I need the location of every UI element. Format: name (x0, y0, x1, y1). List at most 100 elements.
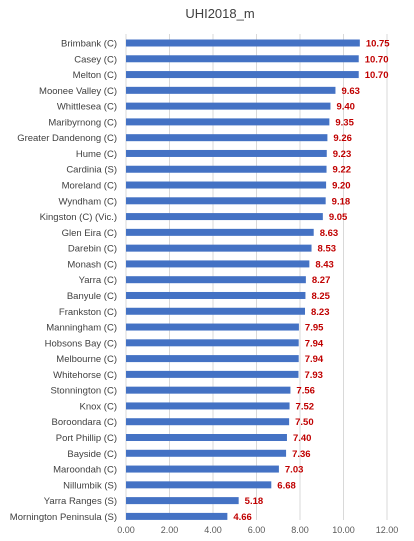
data-label: 6.68 (277, 480, 296, 491)
category-label: Hume (C) (76, 149, 117, 160)
category-label: Melbourne (C) (56, 354, 117, 365)
x-tick-label: 2.00 (161, 525, 179, 535)
data-label: 9.23 (333, 149, 352, 160)
bar (126, 39, 360, 47)
data-label: 8.53 (318, 244, 337, 255)
data-label: 9.35 (335, 117, 354, 128)
bar (126, 118, 330, 126)
category-label: Greater Dandenong (C) (17, 133, 117, 144)
data-label: 7.56 (296, 386, 315, 397)
bar (126, 244, 312, 252)
category-label: Casey (C) (74, 54, 117, 65)
category-label: Moreland (C) (62, 181, 117, 192)
bar (126, 55, 359, 63)
bar (126, 260, 310, 268)
data-label: 8.63 (320, 228, 339, 239)
data-label: 9.18 (332, 196, 351, 207)
bar (126, 181, 327, 189)
category-label: Manningham (C) (46, 323, 117, 334)
bar (126, 497, 239, 505)
data-label: 7.36 (292, 449, 311, 460)
category-label: Darebin (C) (68, 244, 117, 255)
data-label: 8.43 (315, 259, 334, 270)
category-label: Hobsons Bay (C) (45, 338, 117, 349)
data-label: 9.26 (333, 133, 352, 144)
category-label: Glen Eira (C) (62, 228, 117, 239)
category-label: Mornington Peninsula (S) (10, 512, 117, 523)
bar (126, 291, 306, 299)
category-label: Melton (C) (73, 70, 117, 81)
bars (126, 39, 360, 520)
category-label: Kingston (C) (Vic.) (40, 212, 117, 223)
category-label: Moonee Valley (C) (39, 86, 117, 97)
x-axis-tick-labels: 0.00 2.00 4.00 6.00 8.00 10.00 12.00 (117, 525, 398, 535)
data-label: 9.63 (341, 86, 360, 97)
category-label: Brimbank (C) (61, 39, 117, 50)
bar (126, 102, 331, 110)
category-label: Frankston (C) (59, 307, 117, 318)
category-label: Wyndham (C) (58, 196, 117, 207)
category-label: Knox (C) (80, 401, 117, 412)
bar (126, 307, 306, 315)
bar (126, 71, 359, 79)
data-label: 7.95 (305, 323, 324, 334)
bar (126, 402, 290, 410)
data-label: 7.52 (296, 401, 315, 412)
data-label: 5.18 (245, 496, 263, 507)
category-label: Port Phillip (C) (56, 433, 117, 444)
category-label: Cardinia (S) (66, 165, 117, 176)
bar (126, 149, 327, 157)
x-tick-label: 4.00 (204, 525, 222, 535)
bar (126, 165, 327, 173)
data-label: 9.40 (336, 102, 355, 113)
bar (126, 86, 336, 94)
data-label: 9.22 (333, 165, 352, 176)
x-tick-label: 10.00 (332, 525, 355, 535)
x-tick-label: 12.00 (376, 525, 399, 535)
data-label: 7.94 (305, 354, 324, 365)
bar (126, 449, 287, 457)
bar (126, 370, 299, 378)
bar (126, 134, 328, 142)
data-label: 7.03 (285, 465, 304, 476)
category-label: Maribyrnong (C) (48, 117, 117, 128)
data-label: 7.50 (295, 417, 314, 428)
data-label: 8.23 (311, 307, 330, 318)
bar (126, 465, 279, 473)
data-label: 10.75 (366, 39, 390, 50)
category-label: Whittlesea (C) (57, 102, 117, 113)
x-tick-label: 0.00 (117, 525, 135, 535)
x-tick-label: 8.00 (291, 525, 309, 535)
bar (126, 276, 306, 284)
category-label: Stonnington (C) (50, 386, 117, 397)
bar (126, 434, 287, 441)
category-label: Banyule (C) (67, 291, 117, 302)
bar (126, 323, 299, 331)
data-label: 9.20 (332, 181, 351, 192)
data-label: 8.25 (311, 291, 330, 302)
bar (126, 418, 290, 426)
bar (126, 339, 299, 347)
bar (126, 197, 326, 205)
category-label: Boroondara (C) (52, 417, 117, 428)
category-label: Nillumbik (S) (63, 480, 117, 491)
data-label: 8.27 (312, 275, 331, 286)
bar (126, 386, 291, 394)
data-label: 7.40 (293, 433, 312, 444)
value-labels: 10.75 10.70 10.70 9.63 9.40 9.35 9.26 9.23 9.22 9… (233, 39, 390, 523)
category-label: Yarra Ranges (S) (44, 496, 117, 507)
category-label: Monash (C) (67, 259, 117, 270)
x-tick-label: 6.00 (248, 525, 266, 535)
bar (126, 228, 314, 236)
bar (126, 481, 272, 489)
category-label: Yarra (C) (79, 275, 117, 286)
category-label: Maroondah (C) (53, 465, 117, 476)
data-label: 9.05 (329, 212, 348, 223)
category-labels: Brimbank (C) Casey (C) Melton (C) Moonee Va… (10, 39, 117, 523)
category-label: Whitehorse (C) (53, 370, 117, 381)
data-label: 10.70 (365, 70, 389, 81)
data-label: 7.93 (304, 370, 323, 381)
data-label: 4.66 (233, 512, 252, 523)
